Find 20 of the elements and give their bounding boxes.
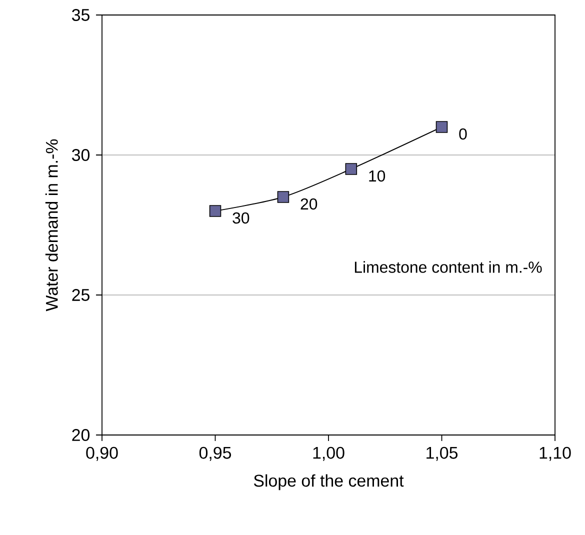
x-tick-label: 1,05 xyxy=(426,446,458,461)
y-axis-title: Water demand in m.-% xyxy=(45,139,58,312)
x-tick-label: 1,00 xyxy=(313,446,344,461)
y-tick-label: 20 xyxy=(72,429,90,441)
point xyxy=(209,205,222,217)
annotation: 30 xyxy=(232,212,250,224)
annotation: 0 xyxy=(459,128,467,140)
y-tick-label: 35 xyxy=(72,9,90,21)
annotation: 20 xyxy=(300,198,318,210)
point xyxy=(436,121,448,133)
annotation: 10 xyxy=(369,170,386,182)
annotation: Limestone content in m.-% xyxy=(354,261,542,273)
point xyxy=(345,163,358,175)
x-tick-label: 1,10 xyxy=(540,446,571,461)
point xyxy=(277,191,290,203)
y-tick-label: 25 xyxy=(72,289,90,301)
x-axis-title: Slope of the cement xyxy=(254,474,404,490)
x-tick-label: 0,90 xyxy=(86,446,118,461)
y-tick-label: 30 xyxy=(72,149,90,161)
x-tick-label: 0,95 xyxy=(199,446,232,461)
